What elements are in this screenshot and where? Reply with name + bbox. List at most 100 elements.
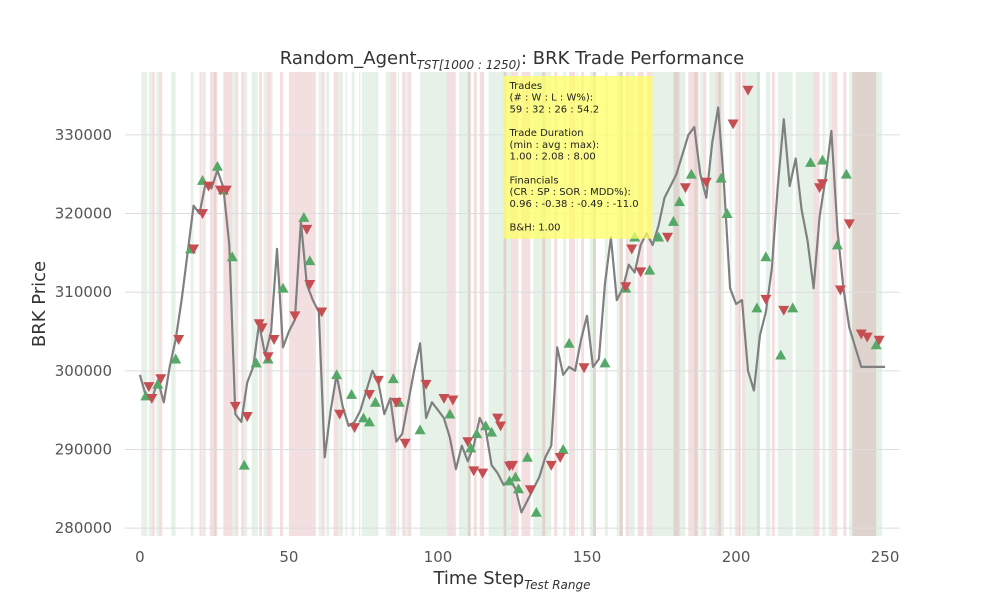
buy-marker-41 xyxy=(685,168,697,179)
sell-marker-29 xyxy=(468,466,480,477)
loss-band-35 xyxy=(646,72,653,536)
sell-marker-14 xyxy=(268,334,280,345)
loss-band-33 xyxy=(625,72,629,536)
win-band-41 xyxy=(739,72,741,536)
loss-band-22 xyxy=(473,72,477,536)
win-band-24 xyxy=(458,72,471,536)
buy-marker-19 xyxy=(387,373,399,384)
sell-marker-22 xyxy=(372,375,384,386)
sell-marker-27 xyxy=(447,395,459,406)
sell-marker-37 xyxy=(554,452,566,463)
y-tick-label-0: 280000 xyxy=(55,519,112,537)
trade-bands xyxy=(141,72,883,536)
info-box: Trades(# : W : L : W%):59 : 32 : 26 : 54… xyxy=(503,75,653,239)
loss-band-18 xyxy=(408,72,412,536)
buy-marker-29 xyxy=(512,483,524,494)
buy-marker-52 xyxy=(870,339,882,350)
win-band-17 xyxy=(358,72,361,536)
win-band-44 xyxy=(765,72,771,536)
loss-band-32 xyxy=(619,72,623,536)
win-band-22 xyxy=(405,72,409,536)
trade-markers xyxy=(140,85,885,517)
buy-marker-50 xyxy=(831,239,843,250)
win-band-35 xyxy=(694,72,698,536)
win-band-27 xyxy=(563,72,567,536)
sell-marker-41 xyxy=(635,267,647,278)
win-band-49 xyxy=(849,72,868,536)
buy-marker-9 xyxy=(250,357,262,368)
loss-band-27 xyxy=(542,72,546,536)
win-band-8 xyxy=(244,72,248,536)
win-band-36 xyxy=(700,72,704,536)
loss-band-36 xyxy=(673,72,680,536)
loss-band-44 xyxy=(813,72,820,536)
sell-marker-35 xyxy=(524,485,536,496)
sell-marker-43 xyxy=(679,183,691,194)
sell-marker-23 xyxy=(390,397,402,408)
sell-marker-39 xyxy=(620,282,632,293)
buy-marker-44 xyxy=(751,302,763,313)
sell-marker-50 xyxy=(817,179,828,190)
buy-marker-24 xyxy=(471,428,483,439)
sell-marker-47 xyxy=(760,294,772,305)
win-band-45 xyxy=(777,72,793,536)
win-band-4 xyxy=(190,72,194,536)
loss-band-25 xyxy=(511,72,519,536)
info-box-line-12: B&H: 1.00 xyxy=(510,223,561,234)
sell-marker-46 xyxy=(742,85,754,96)
win-band-34 xyxy=(655,72,686,536)
info-box-line-5: (min : avg : max): xyxy=(510,140,600,151)
buy-marker-47 xyxy=(787,302,799,313)
win-band-5 xyxy=(201,72,204,536)
loss-band-5 xyxy=(223,72,233,536)
loss-band-9 xyxy=(266,72,272,536)
loss-band-23 xyxy=(479,72,485,536)
chart-title-subscript: TST[1000 : 1250) xyxy=(417,58,521,72)
loss-band-45 xyxy=(831,72,838,536)
y-tick-label-2: 300000 xyxy=(55,362,112,380)
buy-marker-25 xyxy=(480,420,492,431)
sell-marker-5 xyxy=(197,209,208,220)
sell-marker-20 xyxy=(349,423,361,433)
y-tick-label-4: 320000 xyxy=(55,205,112,223)
sell-marker-21 xyxy=(363,390,375,400)
sell-marker-53 xyxy=(855,329,867,340)
win-band-28 xyxy=(576,72,579,536)
sell-marker-26 xyxy=(438,393,450,404)
win-band-48 xyxy=(828,72,832,536)
win-band-6 xyxy=(214,72,216,536)
loss-band-34 xyxy=(637,72,644,536)
loss-band-40 xyxy=(715,72,722,536)
loss-band-2 xyxy=(199,72,202,536)
buy-marker-1 xyxy=(152,378,164,389)
chart-title-suffix: : BRK Trade Performance xyxy=(521,48,744,69)
win-band-20 xyxy=(385,72,391,536)
win-band-7 xyxy=(232,72,236,536)
loss-band-30 xyxy=(581,72,585,536)
loss-band-29 xyxy=(569,72,576,536)
info-box-line-4: Trade Duration xyxy=(509,128,584,139)
loss-band-31 xyxy=(592,72,596,536)
y-tick-label-1: 290000 xyxy=(55,440,112,458)
loss-band-16 xyxy=(390,72,397,536)
loss-band-6 xyxy=(235,72,239,536)
sell-marker-3 xyxy=(173,334,185,345)
win-band-15 xyxy=(345,72,348,536)
sell-marker-54 xyxy=(861,332,873,343)
win-band-33 xyxy=(652,72,656,536)
win-band-39 xyxy=(730,72,732,536)
info-box-line-6: 1.00 : 2.08 : 8.00 xyxy=(510,152,596,163)
x-axis-label-subscript: Test Range xyxy=(524,578,590,592)
info-box-line-0: Trades xyxy=(509,81,543,92)
loss-band-4 xyxy=(209,72,218,536)
sell-marker-16 xyxy=(301,224,313,235)
sell-marker-48 xyxy=(778,305,790,316)
win-band-37 xyxy=(709,72,716,536)
loss-band-10 xyxy=(280,72,283,536)
sell-marker-4 xyxy=(188,244,200,255)
buy-marker-38 xyxy=(653,231,665,242)
loss-band-26 xyxy=(521,72,531,536)
loss-band-21 xyxy=(467,72,471,536)
x-tick-label-5: 250 xyxy=(871,548,900,566)
loss-band-13 xyxy=(321,72,325,536)
